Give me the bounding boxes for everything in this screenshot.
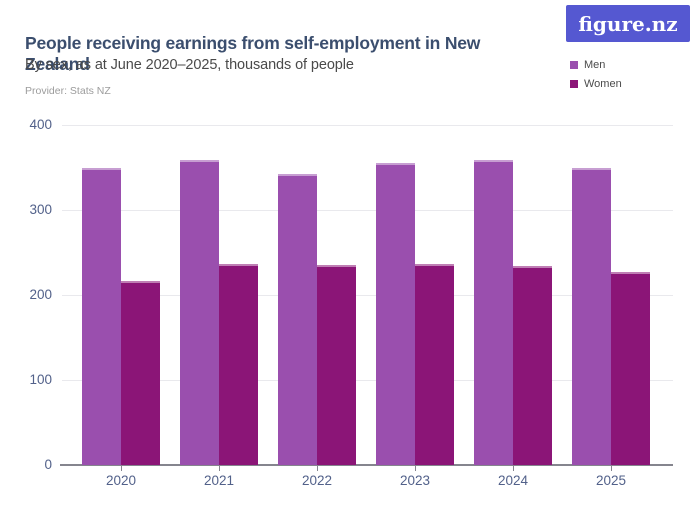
bar-men-2021[interactable] [180,159,219,465]
legend: Men Women [570,59,622,90]
bar-women-2023[interactable] [415,263,454,465]
legend-item-men[interactable]: Men [570,59,622,71]
bar-men-2023[interactable] [376,163,415,465]
x-axis-tick-label-2021: 2021 [203,473,235,488]
bar-women-2025[interactable] [611,272,650,465]
gridline-400 [62,125,673,126]
x-axis-tick-label-2023: 2023 [399,473,431,488]
y-axis-tick-label-400: 400 [29,117,52,132]
gridline-100 [62,380,673,381]
legend-label-men: Men [584,59,606,71]
x-axis-tick-label-2025: 2025 [595,473,627,488]
bar-women-2024[interactable] [513,266,552,465]
y-axis-tick-label-200: 200 [29,287,52,302]
legend-label-women: Women [584,78,622,90]
x-axis-tick-label-2024: 2024 [497,473,529,488]
y-axis-tick-label-0: 0 [44,457,52,472]
y-axis-tick-label-100: 100 [29,372,52,387]
y-axis-tick-label-300: 300 [29,202,52,217]
gridline-200 [62,295,673,296]
figure-nz-logo[interactable]: figure.nz [566,5,690,42]
legend-swatch-men [570,61,578,69]
x-axis-tick-2021 [219,466,220,471]
gridline-300 [62,210,673,211]
x-axis-tick-2020 [121,466,122,471]
bar-men-2020[interactable] [82,168,121,465]
bar-men-2025[interactable] [572,168,611,465]
provider-label: Provider: Stats NZ [25,85,111,97]
x-axis-line [60,464,673,466]
x-axis-tick-2023 [415,466,416,471]
x-axis-tick-label-2022: 2022 [301,473,333,488]
legend-item-women[interactable]: Women [570,78,622,90]
x-axis-tick-2022 [317,466,318,471]
bar-women-2020[interactable] [121,281,160,465]
page-subtitle: By sex, as at June 2020–2025, thousands … [25,57,354,73]
x-axis-tick-2025 [611,466,612,471]
bar-women-2021[interactable] [219,264,258,465]
x-axis-tick-2024 [513,466,514,471]
bar-women-2022[interactable] [317,265,356,465]
legend-swatch-women [570,80,578,88]
figure-nz-logo-text: figure.nz [578,11,678,36]
bar-men-2022[interactable] [278,174,317,465]
bar-men-2024[interactable] [474,159,513,465]
x-axis-tick-label-2020: 2020 [105,473,137,488]
page-title: People receiving earnings from self-empl… [25,32,481,74]
